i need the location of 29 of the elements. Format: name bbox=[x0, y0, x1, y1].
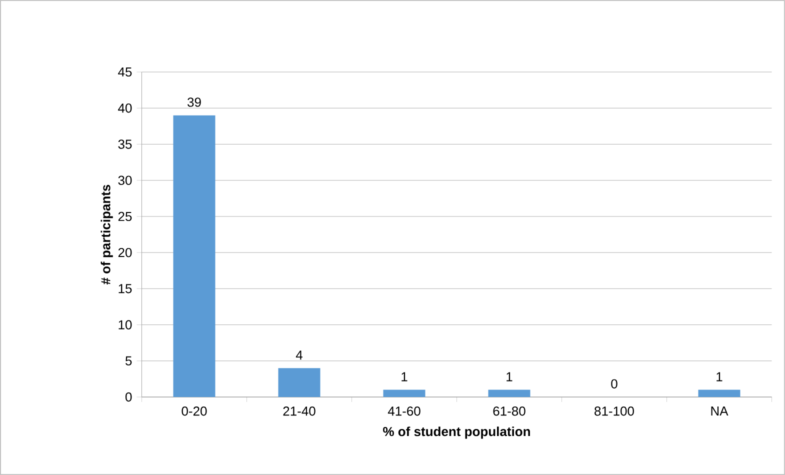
bar bbox=[698, 390, 740, 398]
y-tick-label: 45 bbox=[118, 67, 132, 77]
y-tick-label: 0 bbox=[125, 392, 132, 402]
data-label: 4 bbox=[296, 350, 302, 360]
x-tick-label: 21-40 bbox=[283, 406, 316, 416]
bar bbox=[278, 368, 320, 398]
data-label: 39 bbox=[188, 98, 201, 107]
x-tick-label: 41-60 bbox=[388, 406, 420, 416]
y-tick-label: 25 bbox=[118, 212, 132, 222]
y-tick-label: 10 bbox=[118, 320, 132, 330]
data-label: 1 bbox=[402, 372, 408, 382]
bar bbox=[173, 115, 216, 398]
data-label: 0 bbox=[611, 379, 618, 388]
x-tick-label: 61-80 bbox=[493, 406, 526, 416]
y-axis-title: # of participants bbox=[100, 184, 113, 284]
bar bbox=[488, 390, 530, 398]
y-tick-label: 40 bbox=[118, 104, 132, 113]
y-tick-label: 20 bbox=[118, 248, 132, 258]
x-tick-label: 81-100 bbox=[594, 406, 634, 416]
y-tick-label: 35 bbox=[118, 140, 132, 149]
data-label: 1 bbox=[506, 372, 512, 382]
bar bbox=[383, 390, 426, 398]
data-label: 1 bbox=[716, 372, 722, 382]
y-tick-label: 30 bbox=[118, 176, 132, 185]
x-axis-title: % of student population bbox=[383, 426, 530, 439]
y-tick-label: 5 bbox=[126, 356, 132, 366]
x-tick-label: 0-20 bbox=[182, 406, 207, 416]
x-tick-label: NA bbox=[711, 406, 728, 416]
y-tick-label: 15 bbox=[118, 284, 132, 294]
